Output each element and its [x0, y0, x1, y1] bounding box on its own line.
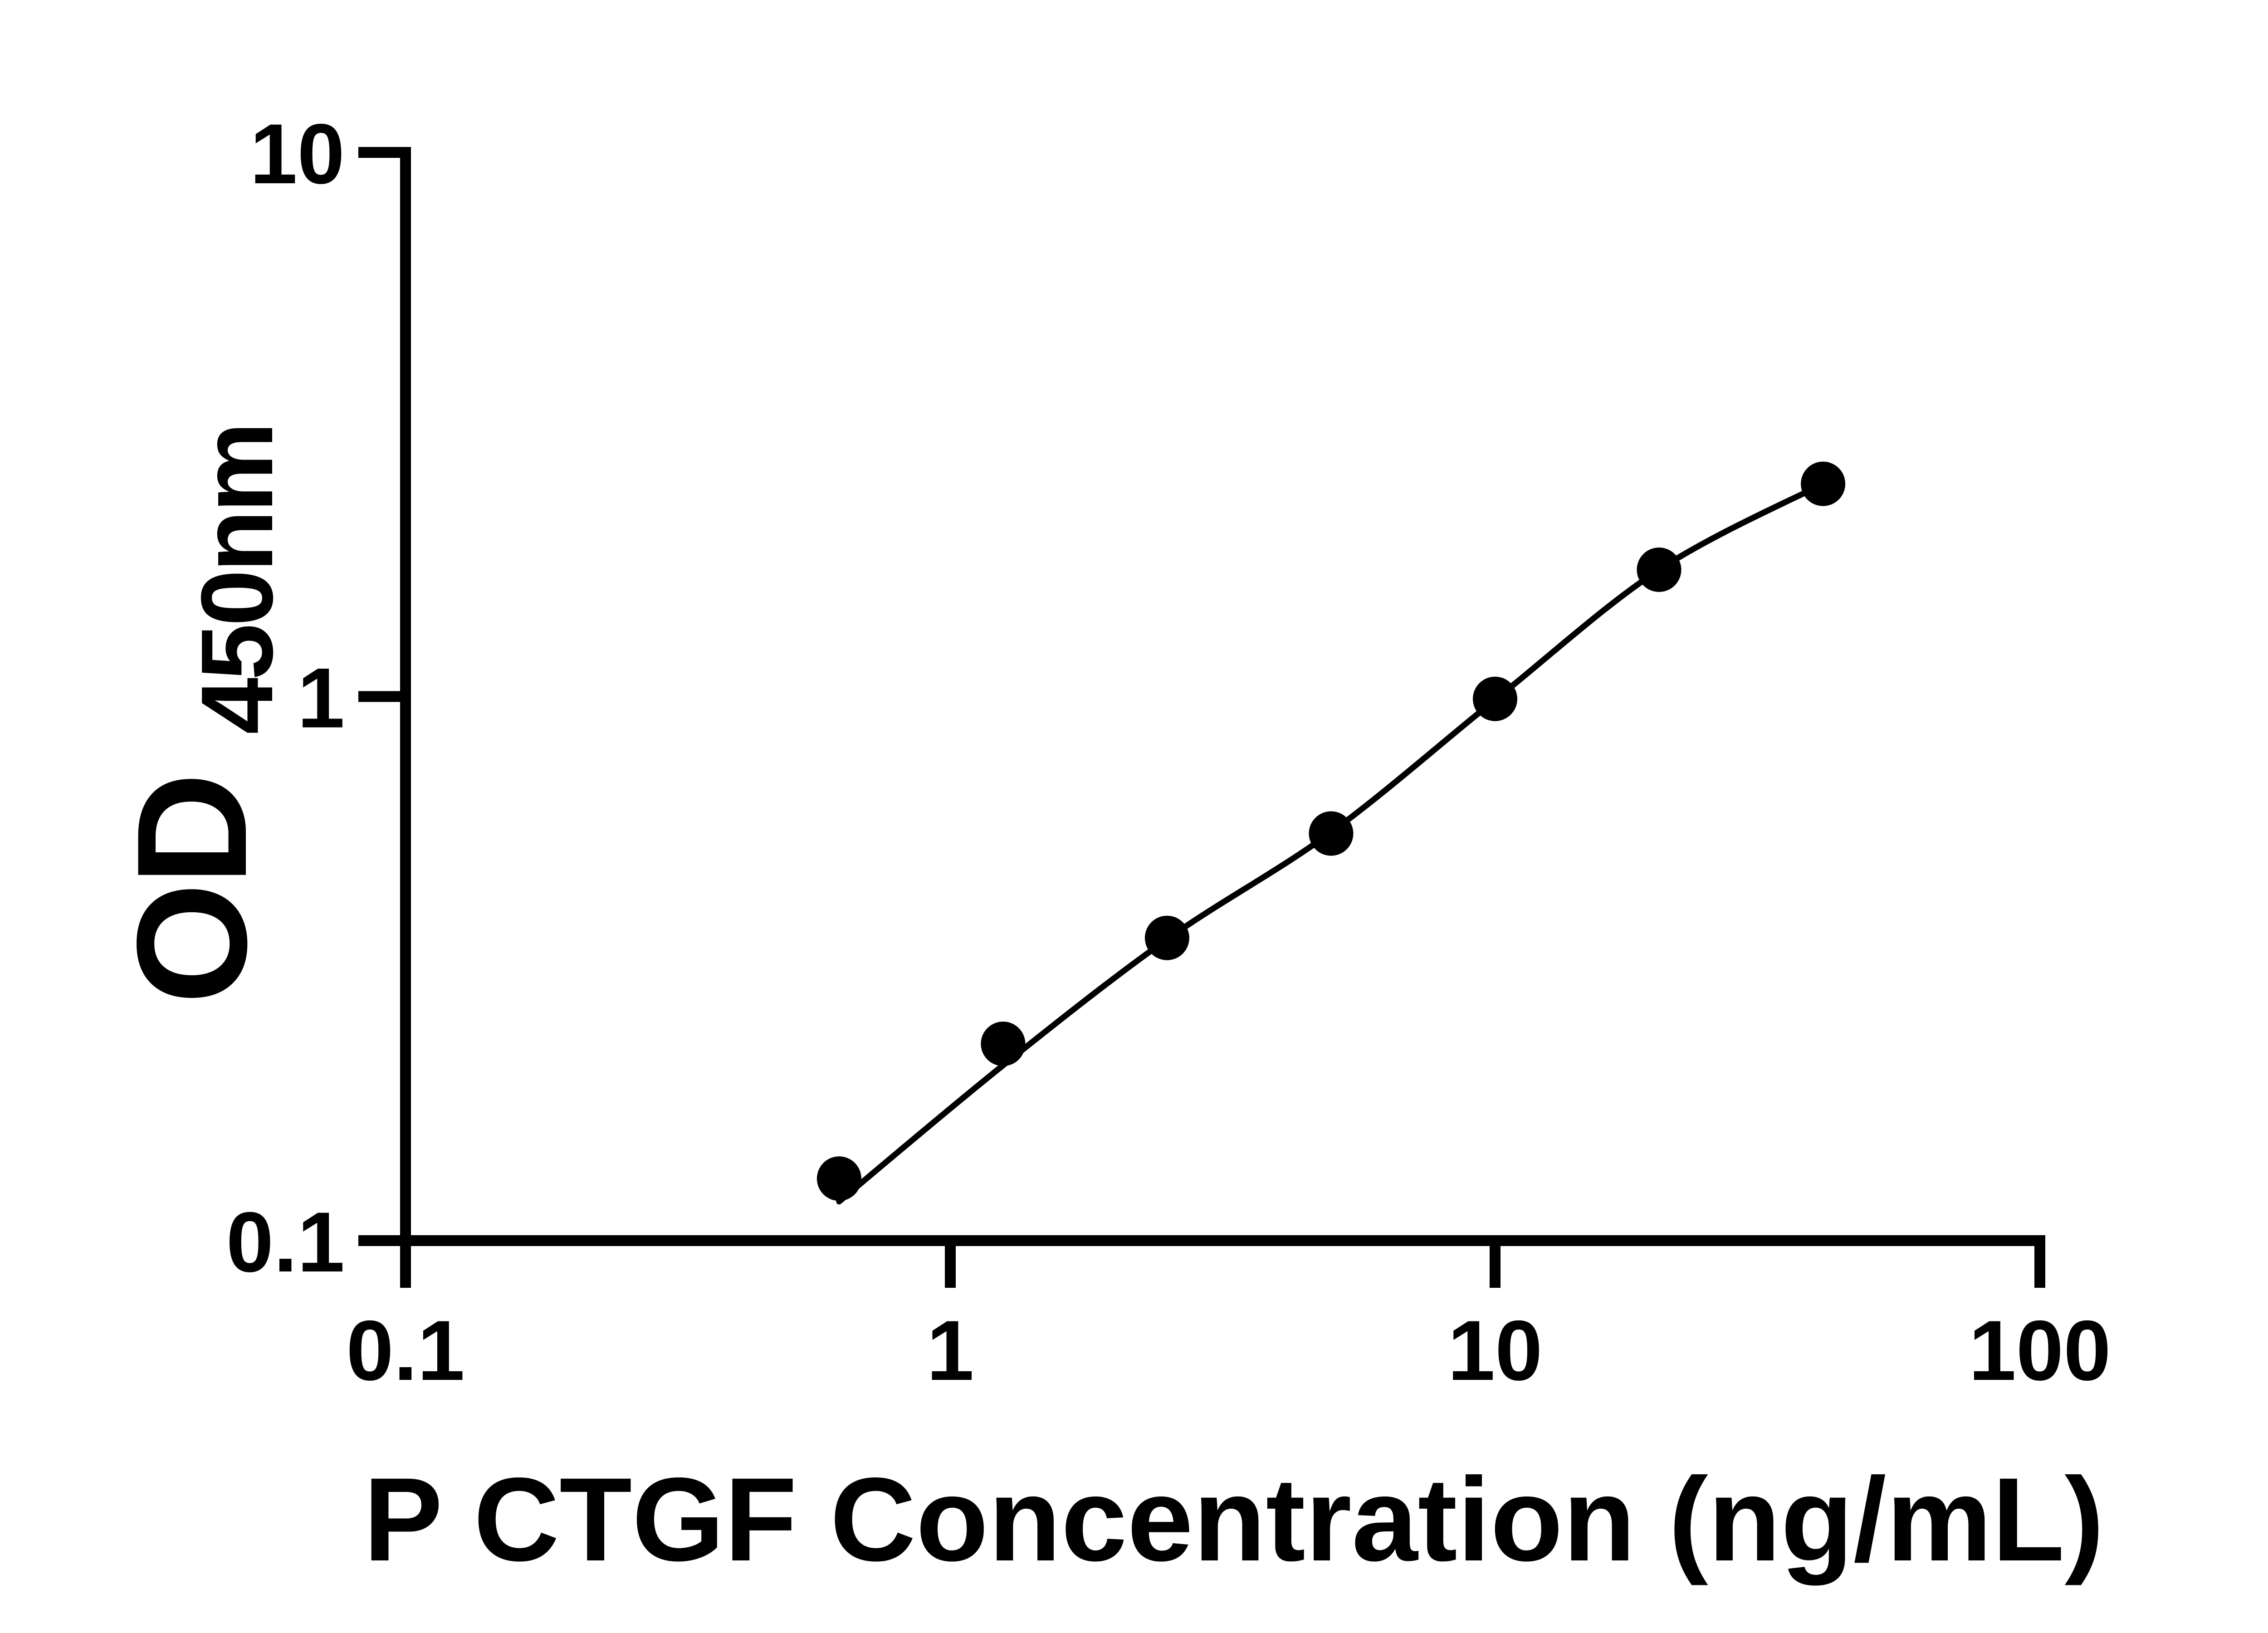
data-point-x0.625 [816, 1156, 861, 1201]
y-tick-label-10: 10 [250, 106, 345, 201]
data-points [816, 461, 1846, 1201]
data-point-x10 [1473, 676, 1517, 721]
x-tick-label-1: 1 [927, 1303, 974, 1398]
data-point-x2.5 [1144, 915, 1189, 960]
y-axis-title-subscript: 450nm [180, 425, 294, 734]
x-axis-title: P CTGF Concentration (ng/mL) [363, 1453, 2104, 1586]
data-point-x40 [1801, 461, 1846, 506]
tick-labels: 0.1 1 10 100 0.1 1 10 [226, 106, 2111, 1398]
x-tick-label-0.1: 0.1 [346, 1303, 464, 1398]
axes [400, 147, 2045, 1246]
x-tick-label-10: 10 [1447, 1303, 1542, 1398]
y-axis-title-main: OD [105, 775, 279, 1005]
y-tick-label-1: 1 [297, 650, 345, 746]
y-tick-label-0.1: 0.1 [226, 1194, 345, 1290]
data-point-x20 [1637, 548, 1681, 592]
data-point-x1.25 [981, 1022, 1026, 1066]
x-tick-label-100: 100 [1969, 1303, 2111, 1398]
data-point-x5 [1309, 811, 1354, 856]
y-axis-title: OD 450nm [105, 425, 294, 1004]
axis-ticks [358, 147, 2045, 1288]
